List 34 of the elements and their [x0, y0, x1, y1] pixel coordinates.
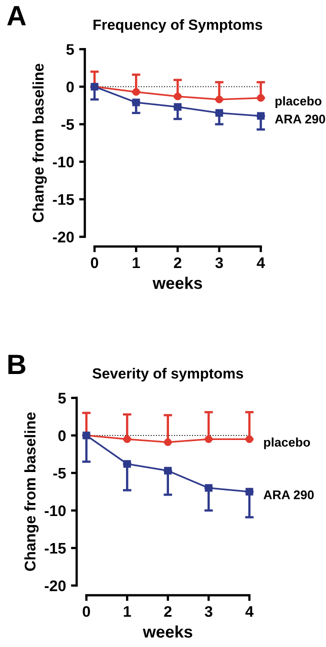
- y-tick-label: -5: [53, 468, 66, 479]
- y-axis-title: Change from baseline: [32, 64, 47, 222]
- series-label: ARA 290: [264, 490, 314, 500]
- y-tick-label: -20: [44, 580, 66, 592]
- y-tick-label: -10: [44, 505, 66, 516]
- y-tick-label: -5: [61, 119, 74, 130]
- y-tick-label: 5: [58, 392, 66, 404]
- x-tick-label: 4: [245, 606, 254, 617]
- y-tick-label: 5: [66, 44, 74, 55]
- y-tick-label: -15: [44, 543, 66, 554]
- chart-title: Frequency of Symptoms: [94, 19, 262, 33]
- x-axis-title: weeks: [152, 276, 202, 289]
- y-tick-label: -15: [52, 194, 74, 205]
- text: B: [8, 354, 26, 374]
- x-tick-label: 4: [256, 258, 265, 268]
- y-tick-label: 0: [58, 430, 66, 442]
- x-tick-label: 1: [124, 606, 131, 617]
- y-tick-label: -20: [52, 232, 74, 242]
- series-label: placebo: [276, 96, 322, 108]
- y-axis-title: Change from baseline: [24, 412, 39, 571]
- x-tick-label: 0: [90, 257, 98, 268]
- y-tick-label: -10: [52, 156, 74, 168]
- x-tick-label: 3: [215, 257, 223, 268]
- x-tick-label: 0: [82, 606, 90, 617]
- x-axis-title: weeks: [142, 625, 192, 638]
- y-tick-label: 0: [66, 82, 74, 92]
- x-tick-label: 2: [164, 606, 172, 617]
- chart-title: Severity of symptoms: [92, 368, 244, 382]
- x-tick-label: 3: [204, 606, 212, 617]
- text: A: [7, 6, 26, 26]
- x-tick-label: 1: [132, 258, 140, 268]
- x-tick-label: 2: [174, 257, 182, 268]
- series-label: placebo: [264, 438, 310, 450]
- series-label: ARA 290: [275, 114, 326, 124]
